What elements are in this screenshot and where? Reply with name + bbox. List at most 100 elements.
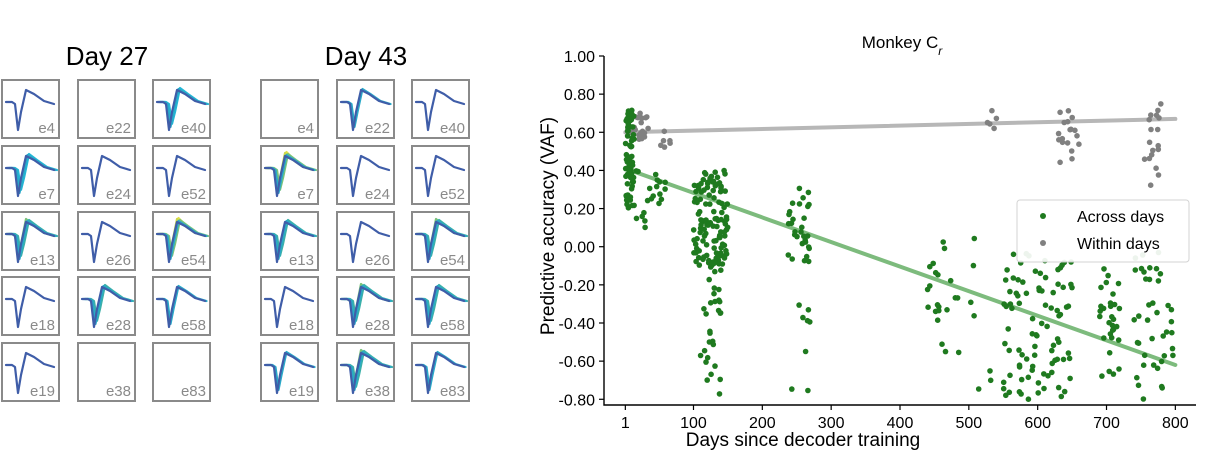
data-point	[623, 197, 630, 203]
data-point	[701, 187, 707, 193]
data-point	[718, 183, 724, 190]
data-point	[1106, 350, 1113, 356]
data-point	[635, 168, 641, 175]
waveform-cell: e40	[411, 79, 470, 139]
data-point	[707, 300, 714, 306]
data-point	[1068, 281, 1074, 288]
data-point	[653, 183, 660, 190]
electrode-label: e54	[440, 252, 465, 269]
data-point	[1042, 274, 1049, 281]
y-tick-label: -0.80	[559, 392, 596, 409]
waveform-cell: e58	[152, 276, 211, 336]
data-point	[633, 215, 640, 222]
data-point	[1076, 141, 1082, 147]
data-point	[934, 302, 941, 308]
data-point	[624, 133, 631, 139]
data-point	[942, 348, 949, 355]
data-point	[624, 128, 631, 134]
data-point	[800, 195, 806, 201]
data-point	[712, 169, 718, 175]
electrode-label: e7	[297, 186, 314, 203]
waveform-panels: Day 27 e4 e22 e40 e7 e24 e52 e13 e26 e54 e18 e28 e58…	[1, 41, 470, 402]
data-point	[641, 130, 648, 136]
data-point	[1056, 339, 1062, 346]
data-point	[1002, 277, 1009, 283]
data-point	[1141, 269, 1147, 275]
waveform-cell: e24	[336, 145, 395, 205]
electrode-label: e38	[365, 383, 390, 400]
data-point	[1155, 146, 1162, 153]
data-point	[701, 233, 708, 239]
data-point	[1149, 335, 1155, 342]
data-point	[703, 242, 710, 248]
data-point	[703, 311, 709, 317]
data-point	[696, 208, 703, 215]
data-point	[710, 187, 716, 194]
data-point	[711, 195, 717, 201]
data-point	[955, 349, 962, 356]
y-tick-label: -0.40	[559, 316, 596, 333]
data-point	[1055, 384, 1062, 391]
x-tick-label: 700	[1093, 415, 1120, 432]
data-point	[711, 238, 717, 244]
electrode-label: e4	[38, 120, 55, 137]
data-point	[802, 348, 809, 355]
data-point	[667, 140, 673, 146]
waveform-cell: e7	[260, 145, 319, 205]
data-point	[1103, 279, 1110, 286]
waveform-trace	[339, 154, 391, 198]
data-point	[991, 125, 997, 132]
data-point	[700, 176, 707, 183]
data-point	[719, 209, 725, 216]
waveform-cell: e22	[77, 79, 136, 139]
data-point	[1019, 352, 1025, 358]
data-point	[939, 341, 945, 348]
data-point	[637, 110, 643, 117]
legend-label: Within days	[1077, 236, 1160, 253]
legend-marker	[1040, 213, 1046, 219]
data-point	[1029, 363, 1036, 370]
data-point	[1140, 362, 1147, 369]
data-point	[1069, 114, 1075, 121]
data-point	[706, 276, 712, 283]
cell-frame	[152, 79, 211, 139]
data-point	[622, 140, 629, 147]
data-point	[805, 203, 811, 210]
data-point	[723, 214, 730, 220]
y-tick-label: -0.60	[559, 354, 596, 371]
data-point	[1020, 279, 1026, 285]
data-point	[934, 317, 941, 324]
x-axis-title: Days since decoder training	[686, 430, 920, 451]
y-tick-label: 1.00	[564, 49, 595, 66]
data-point	[700, 256, 706, 263]
data-point	[801, 257, 808, 264]
data-point	[1155, 172, 1162, 178]
cell-frame	[77, 79, 136, 139]
data-point	[1013, 290, 1020, 297]
data-point	[1069, 156, 1075, 162]
data-point	[1035, 390, 1041, 396]
data-point	[708, 371, 714, 378]
data-point	[1158, 101, 1164, 107]
waveform-cell: e22	[336, 79, 395, 139]
electrode-label: e13	[289, 252, 314, 269]
waveform-cell: e26	[336, 211, 395, 271]
data-point	[1165, 302, 1171, 309]
chart-title: Monkey Cr	[862, 33, 944, 58]
waveform-trace	[263, 285, 315, 329]
electrode-label: e7	[38, 186, 55, 203]
cell-frame	[260, 276, 319, 336]
electrode-label: e19	[30, 383, 55, 400]
waveform-trace	[155, 220, 207, 264]
data-point	[705, 179, 711, 185]
x-tick-label: 100	[680, 415, 707, 432]
data-point	[1045, 373, 1051, 379]
data-point	[1146, 302, 1152, 308]
data-point	[701, 169, 708, 176]
data-point	[1005, 326, 1011, 332]
data-point	[718, 267, 724, 274]
data-point	[630, 124, 636, 130]
data-point	[717, 376, 723, 383]
data-point	[1072, 127, 1078, 134]
